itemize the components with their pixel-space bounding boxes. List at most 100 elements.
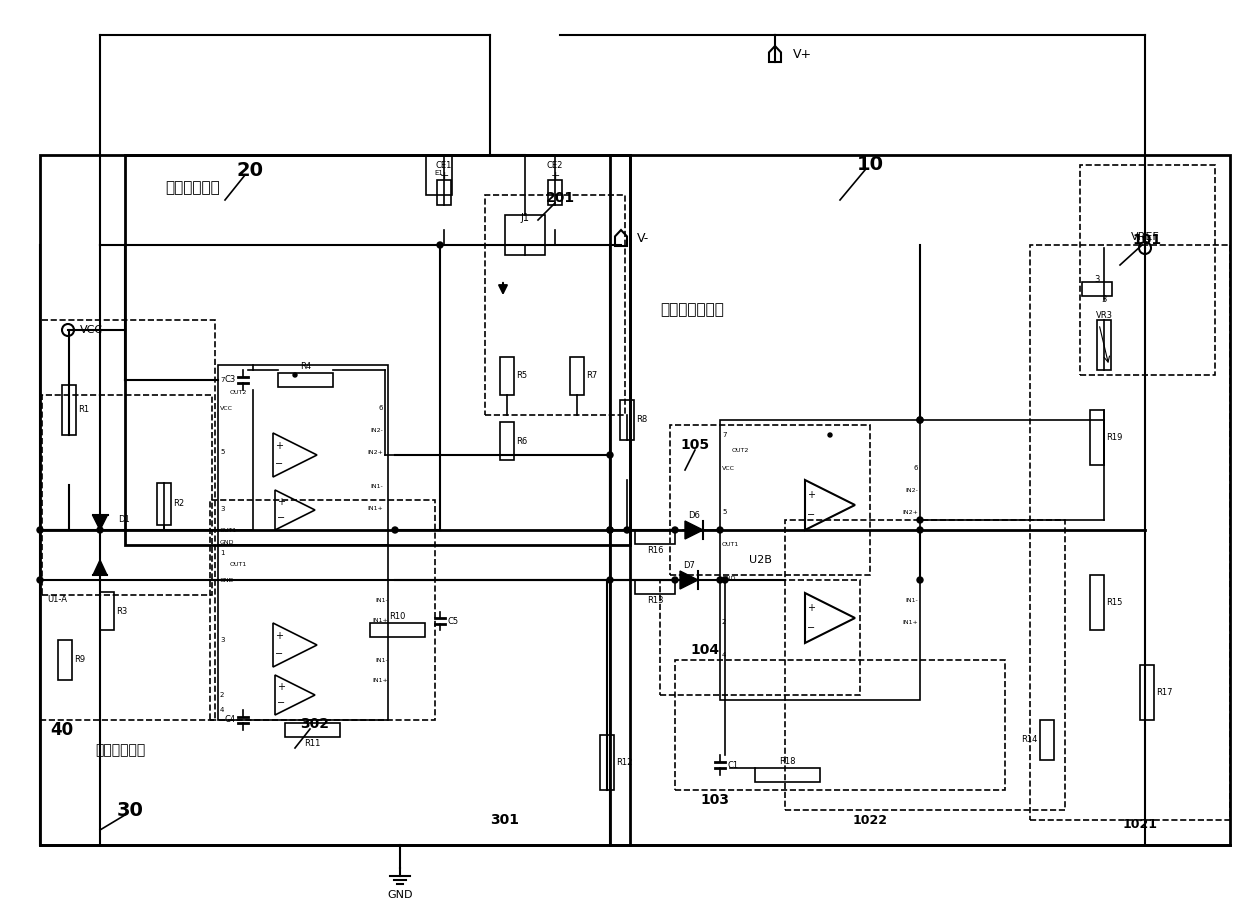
Text: +: + — [275, 441, 283, 451]
Text: C5: C5 — [446, 617, 458, 626]
Text: 302: 302 — [300, 717, 330, 731]
Text: IN1+: IN1+ — [372, 618, 388, 622]
Text: −: − — [277, 698, 285, 708]
Text: 1021: 1021 — [1122, 818, 1157, 832]
Bar — [548, 180, 562, 205]
Text: R19: R19 — [1106, 433, 1122, 442]
Text: 恒功率控制单元: 恒功率控制单元 — [660, 302, 724, 318]
Text: VR3: VR3 — [1095, 312, 1112, 321]
Text: R13: R13 — [647, 596, 663, 605]
Text: 7: 7 — [722, 432, 727, 438]
Bar — [670, 425, 870, 575]
Circle shape — [717, 577, 723, 583]
Bar — [755, 768, 820, 782]
Bar — [500, 357, 515, 395]
Text: CE1: CE1 — [435, 160, 453, 169]
Text: OUT1: OUT1 — [722, 542, 739, 548]
Circle shape — [37, 527, 43, 533]
Text: +: + — [807, 490, 815, 500]
Bar — [1090, 410, 1104, 465]
Text: IN1+: IN1+ — [903, 619, 918, 625]
Text: R18: R18 — [779, 757, 796, 766]
Text: OUT2: OUT2 — [732, 447, 749, 453]
Text: +: + — [277, 497, 285, 507]
Bar — [635, 580, 675, 594]
Text: 104: 104 — [689, 643, 719, 657]
Text: IN1-: IN1- — [376, 658, 388, 662]
Bar — [42, 395, 212, 595]
Text: U1-A: U1-A — [47, 596, 67, 605]
Bar — [210, 500, 435, 720]
Text: R10: R10 — [389, 612, 405, 621]
Circle shape — [828, 433, 832, 437]
Circle shape — [918, 527, 923, 533]
Text: IN2-: IN2- — [370, 427, 383, 433]
Text: R7: R7 — [587, 372, 598, 381]
Text: 4: 4 — [722, 652, 727, 658]
Text: −: − — [277, 513, 285, 523]
Bar — [660, 580, 861, 695]
Text: R8: R8 — [636, 415, 647, 425]
Text: R14: R14 — [1022, 735, 1038, 744]
Text: 6: 6 — [378, 405, 383, 411]
Text: V-: V- — [637, 231, 650, 244]
Polygon shape — [93, 560, 107, 575]
Text: C4: C4 — [224, 715, 236, 724]
Bar — [1140, 665, 1154, 720]
Text: C3: C3 — [224, 375, 236, 384]
Text: IN2+: IN2+ — [367, 449, 383, 455]
Text: VCC: VCC — [722, 466, 735, 470]
Polygon shape — [680, 571, 698, 589]
Text: −: − — [807, 623, 815, 633]
Bar — [1083, 282, 1112, 296]
Circle shape — [392, 527, 398, 533]
Text: +: + — [807, 603, 815, 613]
Circle shape — [918, 517, 923, 523]
Text: R12: R12 — [616, 758, 632, 767]
Circle shape — [97, 527, 103, 533]
Text: 6: 6 — [914, 465, 918, 471]
Text: 3: 3 — [219, 506, 224, 512]
Circle shape — [608, 452, 613, 458]
Bar — [370, 623, 425, 637]
Text: IN2-: IN2- — [905, 487, 918, 493]
Text: 201: 201 — [546, 191, 574, 205]
Text: 301: 301 — [491, 813, 520, 827]
Bar — [635, 530, 675, 544]
Text: U2B: U2B — [749, 555, 771, 565]
Bar — [436, 180, 451, 205]
Text: 2: 2 — [722, 619, 727, 625]
Text: J1: J1 — [521, 213, 529, 223]
Text: +: + — [551, 171, 559, 181]
Polygon shape — [93, 515, 108, 530]
Text: 10: 10 — [857, 156, 883, 175]
Text: +: + — [275, 631, 283, 641]
Circle shape — [918, 577, 923, 583]
Bar — [100, 592, 114, 630]
Text: VREF: VREF — [1131, 232, 1159, 242]
Text: 30: 30 — [117, 801, 144, 820]
Bar — [278, 373, 334, 387]
Circle shape — [436, 242, 443, 248]
Text: R17: R17 — [1156, 688, 1173, 697]
Bar — [485, 195, 625, 415]
Text: 3: 3 — [219, 637, 224, 643]
Circle shape — [717, 527, 723, 533]
Bar — [570, 357, 584, 395]
Text: IN1+: IN1+ — [372, 678, 388, 682]
Bar — [500, 422, 515, 460]
Bar — [620, 400, 634, 440]
Circle shape — [918, 417, 923, 423]
Text: 103: 103 — [701, 793, 729, 807]
Bar — [62, 385, 76, 435]
Text: 4: 4 — [219, 707, 224, 713]
Text: R15: R15 — [1106, 598, 1122, 607]
Text: V+: V+ — [794, 47, 812, 60]
Circle shape — [722, 577, 728, 583]
Text: 5: 5 — [722, 509, 727, 515]
Text: R5: R5 — [516, 372, 527, 381]
Circle shape — [608, 527, 613, 533]
Text: GND: GND — [722, 576, 737, 580]
Bar — [785, 520, 1065, 810]
Text: OUT1: OUT1 — [229, 562, 247, 568]
